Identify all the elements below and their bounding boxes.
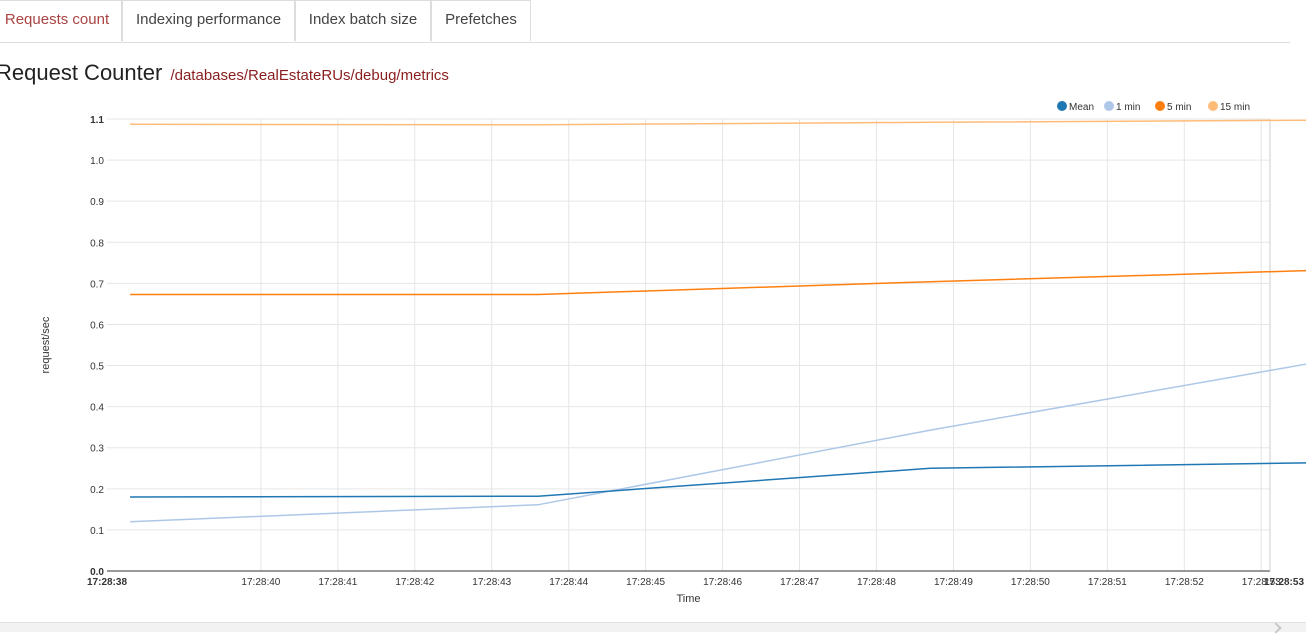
x-tick-label: 17:28:45 [626, 577, 665, 588]
y-tick-label: 0.2 [90, 485, 104, 496]
legend-marker [1208, 101, 1218, 111]
chart-title: Request Counter [0, 60, 163, 85]
y-tick-label: 1.0 [90, 156, 104, 167]
tab-requests-count[interactable]: Requests count [0, 0, 122, 42]
legend-label: 5 min [1167, 102, 1191, 113]
series-line-15-min [130, 119, 1306, 126]
tab-bar: Requests count Indexing performance Inde… [0, 0, 1290, 43]
series-line-1-min [130, 363, 1306, 523]
y-tick-label: 0.6 [90, 320, 104, 331]
x-tick-label: 17:28:49 [934, 577, 973, 588]
series-line-mean [130, 462, 1306, 498]
footer-bar [0, 622, 1306, 632]
x-tick-label: 17:28:46 [703, 577, 742, 588]
y-tick-label: 0.5 [90, 362, 104, 373]
tab-prefetches[interactable]: Prefetches [431, 0, 531, 41]
x-tick-label: 17:28:42 [395, 577, 434, 588]
x-tick-label: 17:28:50 [1011, 577, 1050, 588]
y-tick-label: 1.1 [90, 115, 104, 126]
legend-label: Mean [1069, 102, 1094, 113]
y-tick-label: 0.7 [90, 279, 104, 290]
metrics-path: /databases/RealEstateRUs/debug/metrics [170, 67, 449, 84]
page-title: Request Counter /databases/RealEstateRUs… [0, 60, 449, 86]
y-tick-label: 0.9 [90, 197, 104, 208]
x-start-label: 17:28:38 [87, 577, 127, 588]
legend-marker [1057, 101, 1067, 111]
legend-marker [1155, 101, 1165, 111]
y-axis-title: request/sec [40, 316, 52, 373]
tab-index-batch-size[interactable]: Index batch size [295, 0, 431, 41]
x-tick-label: 17:28:40 [241, 577, 280, 588]
y-tick-label: 0.1 [90, 526, 104, 537]
x-tick-label: 17:28:43 [472, 577, 511, 588]
x-tick-label: 17:28:41 [318, 577, 357, 588]
x-tick-label: 17:28:51 [1088, 577, 1127, 588]
x-tick-label: 17:28:53 [1242, 577, 1281, 588]
x-end-label: 17:28:53 [1264, 577, 1304, 588]
x-tick-label: 17:28:52 [1165, 577, 1204, 588]
y-tick-label: 0.3 [90, 444, 104, 455]
series-line-5-min [130, 269, 1306, 296]
y-tick-label: 0.0 [90, 567, 104, 578]
legend-marker [1104, 101, 1114, 111]
y-tick-label: 0.4 [90, 403, 104, 414]
x-tick-label: 17:28:47 [780, 577, 819, 588]
tab-indexing-performance[interactable]: Indexing performance [122, 0, 295, 41]
legend-label: 1 min [1116, 102, 1140, 113]
legend-label: 15 min [1220, 102, 1250, 113]
x-axis-title: Time [676, 593, 700, 605]
x-tick-label: 17:28:48 [857, 577, 896, 588]
y-tick-label: 0.8 [90, 238, 104, 249]
x-tick-label: 17:28:44 [549, 577, 588, 588]
